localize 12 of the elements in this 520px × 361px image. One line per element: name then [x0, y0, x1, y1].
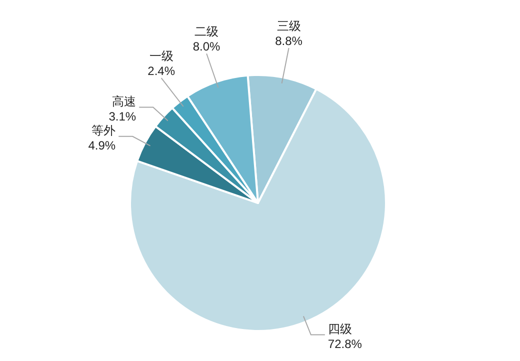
- slice-label: 二级: [194, 24, 219, 39]
- slice-label: 三级: [276, 19, 301, 34]
- slice-label: 高速: [112, 94, 136, 108]
- data-label: 4.9%: [88, 138, 116, 152]
- data-label: 8.8%: [275, 34, 303, 48]
- data-label: 3.1%: [108, 109, 136, 124]
- slice-label: 等外: [92, 123, 116, 138]
- data-label: 8.0%: [192, 40, 221, 54]
- data-label: 2.4%: [148, 64, 176, 78]
- slice-label: 四级: [328, 322, 352, 336]
- slice-label: 一级: [149, 49, 174, 64]
- data-label: 72.8%: [328, 336, 362, 351]
